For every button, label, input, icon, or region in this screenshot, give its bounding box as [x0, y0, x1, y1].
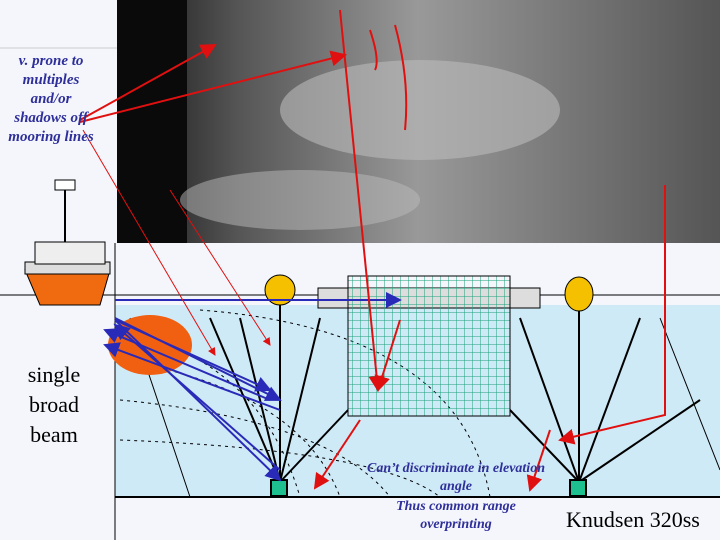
net-cage: [347, 275, 511, 417]
sonar-model-label: Knudsen 320ss: [566, 507, 700, 532]
single-beam-label: single broad beam: [27, 362, 81, 447]
buoy-right: [564, 276, 594, 312]
transponder-right: [569, 479, 587, 497]
elevation-note: Can’t discriminate in elevation angle: [367, 461, 545, 494]
boat: [24, 179, 111, 306]
overprinting-note: Thus common range overprinting: [396, 499, 516, 532]
mooring-multiples-note: v. prone to multiples and/or shadows off…: [8, 53, 94, 145]
beam-footprint: [108, 315, 192, 375]
transponder-left: [270, 479, 288, 497]
